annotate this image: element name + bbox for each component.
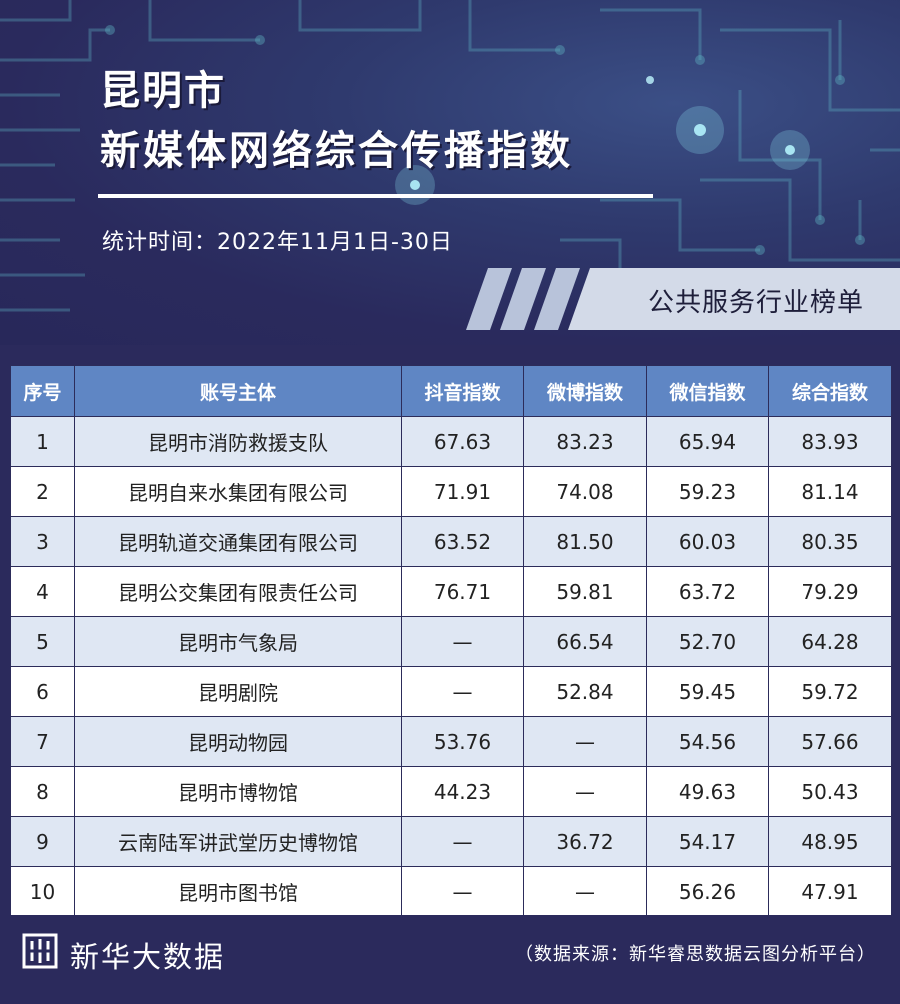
stat-time-label: 统计时间：2022年11月1日-30日 [102,230,453,255]
cell-weibo: 59.81 [523,566,647,617]
cell-wechat: 59.23 [646,466,769,517]
cell-rank: 4 [10,566,75,617]
cell-overall: 48.95 [768,816,892,867]
cell-weibo: — [523,766,647,817]
table-row: 5 昆明市气象局 — 66.54 52.70 64.28 [10,616,892,667]
cell-overall: 81.14 [768,466,892,517]
data-source-note: （数据来源：新华睿思数据云图分析平台） [515,944,876,965]
cell-douyin: — [401,816,524,867]
cell-wechat: 59.45 [646,666,769,717]
cell-overall: 57.66 [768,716,892,767]
cell-rank: 3 [10,516,75,567]
brand-name: 新华大数据 [70,940,226,974]
header-banner: 昆明市 新媒体网络综合传播指数 统计时间：2022年11月1日-30日 公共服务… [0,0,900,345]
category-label: 公共服务行业榜单 [647,288,864,318]
cell-wechat: 49.63 [646,766,769,817]
cell-douyin: — [401,616,524,667]
cell-douyin: 44.23 [401,766,524,817]
column-header-account: 账号主体 [74,365,402,417]
cell-wechat: 56.26 [646,866,769,917]
cell-overall: 80.35 [768,516,892,567]
title-underline [98,194,653,198]
cell-weibo: — [523,866,647,917]
circuit-background-graphic [0,0,900,312]
cell-overall: 50.43 [768,766,892,817]
column-header-rank: 序号 [10,365,75,417]
category-banner-graphic [466,268,900,330]
cell-rank: 2 [10,466,75,517]
ranking-table: 序号 账号主体 抖音指数 微博指数 微信指数 综合指数 1 昆明市消防救援支队 … [10,365,892,917]
cell-weibo: 66.54 [523,616,647,667]
cell-wechat: 54.17 [646,816,769,867]
cell-overall: 64.28 [768,616,892,667]
cell-account: 昆明轨道交通集团有限公司 [74,516,402,567]
cell-rank: 7 [10,716,75,767]
cell-douyin: 76.71 [401,566,524,617]
cell-weibo: 52.84 [523,666,647,717]
column-header-douyin: 抖音指数 [401,365,524,417]
cell-douyin: — [401,866,524,917]
cell-wechat: 63.72 [646,566,769,617]
cell-weibo: 83.23 [523,416,647,467]
cell-overall: 47.91 [768,866,892,917]
table-row: 6 昆明剧院 — 52.84 59.45 59.72 [10,666,892,717]
cell-wechat: 65.94 [646,416,769,467]
cell-overall: 79.29 [768,566,892,617]
page-title: 新媒体网络综合传播指数 [100,128,573,174]
table-row: 2 昆明自来水集团有限公司 71.91 74.08 59.23 81.14 [10,466,892,517]
cell-overall: 59.72 [768,666,892,717]
cell-weibo: 74.08 [523,466,647,517]
column-header-weibo: 微博指数 [523,365,647,417]
cell-account: 昆明市图书馆 [74,866,402,917]
cell-account: 昆明自来水集团有限公司 [74,466,402,517]
cell-account: 昆明动物园 [74,716,402,767]
table-row: 3 昆明轨道交通集团有限公司 63.52 81.50 60.03 80.35 [10,516,892,567]
xinhua-logo-icon [22,933,58,969]
table-header-row: 序号 账号主体 抖音指数 微博指数 微信指数 综合指数 [10,365,892,417]
cell-douyin: 67.63 [401,416,524,467]
cell-rank: 6 [10,666,75,717]
footer-bar [0,915,900,1004]
cell-account: 昆明市博物馆 [74,766,402,817]
cell-account: 云南陆军讲武堂历史博物馆 [74,816,402,867]
cell-weibo: 36.72 [523,816,647,867]
cell-douyin: 63.52 [401,516,524,567]
ranking-table-container: 序号 账号主体 抖音指数 微博指数 微信指数 综合指数 1 昆明市消防救援支队 … [10,365,892,917]
table-row: 9 云南陆军讲武堂历史博物馆 — 36.72 54.17 48.95 [10,816,892,867]
cell-account: 昆明市气象局 [74,616,402,667]
cell-wechat: 54.56 [646,716,769,767]
cell-douyin: 53.76 [401,716,524,767]
cell-rank: 1 [10,416,75,467]
cell-account: 昆明市消防救援支队 [74,416,402,467]
cell-rank: 10 [10,866,75,917]
cell-rank: 5 [10,616,75,667]
table-row: 10 昆明市图书馆 — — 56.26 47.91 [10,866,892,917]
cell-account: 昆明剧院 [74,666,402,717]
table-row: 7 昆明动物园 53.76 — 54.56 57.66 [10,716,892,767]
cell-weibo: 81.50 [523,516,647,567]
table-row: 1 昆明市消防救援支队 67.63 83.23 65.94 83.93 [10,416,892,467]
cell-douyin: — [401,666,524,717]
cell-wechat: 60.03 [646,516,769,567]
cell-rank: 9 [10,816,75,867]
column-header-wechat: 微信指数 [646,365,769,417]
table-row: 4 昆明公交集团有限责任公司 76.71 59.81 63.72 79.29 [10,566,892,617]
cell-wechat: 52.70 [646,616,769,667]
title-city: 昆明市 [100,68,226,114]
table-row: 8 昆明市博物馆 44.23 — 49.63 50.43 [10,766,892,817]
cell-overall: 83.93 [768,416,892,467]
cell-account: 昆明公交集团有限责任公司 [74,566,402,617]
cell-rank: 8 [10,766,75,817]
cell-weibo: — [523,716,647,767]
column-header-overall: 综合指数 [768,365,892,417]
cell-douyin: 71.91 [401,466,524,517]
